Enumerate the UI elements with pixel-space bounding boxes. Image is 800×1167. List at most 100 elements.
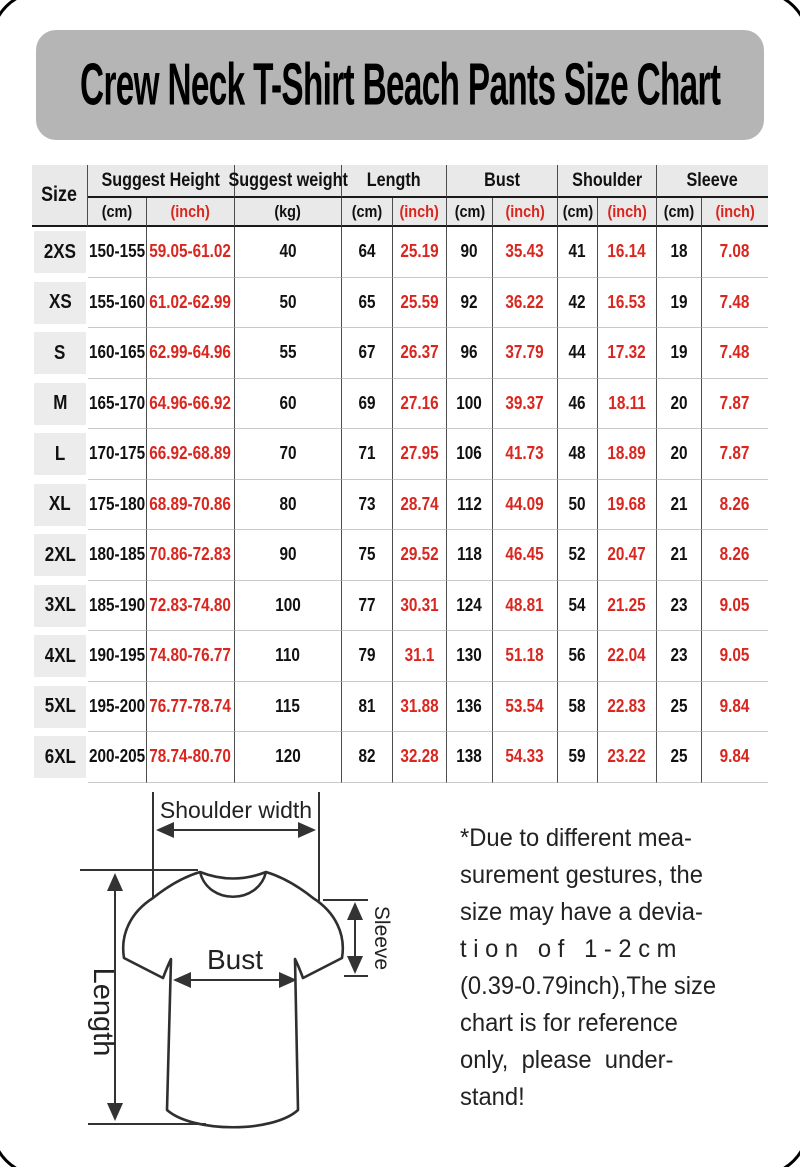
header-sub-3-0-text: (cm) bbox=[454, 201, 485, 221]
cell-bust_inch-text: 44.09 bbox=[505, 493, 545, 514]
cell-shoulder_inch: 16.53 bbox=[598, 277, 657, 328]
cell-bust_inch-text: 35.43 bbox=[505, 241, 545, 262]
cell-bust_cm-text: 136 bbox=[456, 695, 483, 716]
header-sub-4-0-text: (cm) bbox=[562, 201, 593, 221]
measure-arrows bbox=[107, 822, 363, 1121]
cell-shoulder_cm-text: 54 bbox=[568, 594, 587, 615]
cell-height_inch-text: 70.86-72.83 bbox=[149, 544, 232, 565]
cell-sleeve_cm-text: 19 bbox=[670, 342, 688, 363]
cell-height_inch-text: 74.80-76.77 bbox=[149, 645, 232, 666]
cell-sleeve_cm: 23 bbox=[657, 631, 702, 682]
cell-height_cm: 190-195 bbox=[88, 631, 147, 682]
cell-height_cm: 180-185 bbox=[88, 530, 147, 581]
size-chip-text: 2XL bbox=[44, 543, 76, 566]
header-sub-5-1-text: (inch) bbox=[715, 201, 755, 221]
header-sub-0-0: (cm) bbox=[88, 198, 147, 227]
size-chip-text: 2XS bbox=[43, 240, 77, 263]
size-chip: L bbox=[34, 433, 86, 476]
cell-bust_inch-text: 54.33 bbox=[505, 746, 545, 767]
cell-height_cm-text: 175-180 bbox=[88, 493, 146, 514]
collar-curve bbox=[198, 871, 268, 898]
cell-weight_kg: 90 bbox=[235, 530, 342, 581]
cell-sleeve_cm-text: 18 bbox=[670, 241, 688, 262]
cell-length_inch: 27.95 bbox=[393, 429, 447, 480]
cell-height_inch-text: 59.05-61.02 bbox=[149, 241, 232, 262]
cell-weight_kg-text: 50 bbox=[279, 291, 297, 312]
header-sub-5-0-text: (cm) bbox=[663, 201, 695, 221]
cell-shoulder_inch: 21.25 bbox=[598, 580, 657, 631]
cell-sleeve_inch-text: 7.08 bbox=[720, 241, 750, 262]
cell-bust_cm: 124 bbox=[447, 580, 493, 631]
cell-shoulder_inch-text: 20.47 bbox=[607, 544, 647, 565]
cell-weight_kg-text: 70 bbox=[279, 443, 297, 464]
header-sub-0-0-text: (cm) bbox=[101, 201, 133, 221]
cell-length_inch-text: 31.1 bbox=[404, 645, 435, 666]
cell-sleeve_cm: 25 bbox=[657, 681, 702, 732]
header-sub-2-0: (cm) bbox=[342, 198, 393, 227]
cell-height_cm-text: 200-205 bbox=[88, 746, 146, 767]
cell-shoulder_cm: 50 bbox=[558, 479, 598, 530]
cell-height_inch-text: 66.92-68.89 bbox=[149, 443, 232, 464]
cell-length_cm-text: 65 bbox=[358, 291, 376, 312]
header-sub-0-1-text: (inch) bbox=[170, 201, 211, 221]
cell-bust_inch: 37.79 bbox=[493, 328, 558, 379]
cell-shoulder_cm-text: 56 bbox=[568, 645, 587, 666]
header-size-text: Size bbox=[41, 183, 78, 206]
table-row-size: 2XL bbox=[32, 530, 88, 581]
sleeve-label: Sleeve bbox=[370, 906, 393, 970]
cell-shoulder_cm: 56 bbox=[558, 631, 598, 682]
cell-shoulder_inch: 20.47 bbox=[598, 530, 657, 581]
cell-bust_cm: 112 bbox=[447, 479, 493, 530]
cell-height_inch-text: 62.99-64.96 bbox=[149, 342, 232, 363]
cell-weight_kg: 120 bbox=[235, 732, 342, 783]
cell-sleeve_inch: 9.05 bbox=[702, 581, 768, 631]
cell-sleeve_inch-text: 9.84 bbox=[720, 746, 750, 767]
cell-bust_inch: 46.45 bbox=[493, 530, 558, 581]
cell-bust_inch: 36.22 bbox=[493, 277, 558, 328]
cell-sleeve_inch: 7.48 bbox=[702, 328, 768, 379]
cell-bust_cm-text: 96 bbox=[460, 342, 479, 363]
header-sub-2-1-text: (inch) bbox=[399, 201, 440, 221]
cell-bust_inch: 54.33 bbox=[493, 732, 558, 783]
cell-length_inch: 26.37 bbox=[393, 328, 447, 379]
tshirt-measurement-diagram: Shoulder width Length Bust Sleeve bbox=[80, 792, 393, 1129]
cell-height_inch-text: 78.74-80.70 bbox=[149, 746, 232, 767]
cell-height_inch: 76.77-78.74 bbox=[147, 681, 235, 732]
cell-bust_inch-text: 48.81 bbox=[505, 594, 545, 615]
table-row-size: 3XL bbox=[32, 581, 88, 632]
cell-length_cm: 67 bbox=[342, 328, 393, 379]
cell-bust_cm: 106 bbox=[447, 429, 493, 480]
cell-shoulder_cm-text: 50 bbox=[568, 493, 587, 514]
cell-weight_kg-text: 110 bbox=[275, 645, 301, 666]
cell-length_inch: 30.31 bbox=[393, 580, 447, 631]
cell-bust_cm-text: 90 bbox=[460, 241, 479, 262]
tshirt-outline bbox=[121, 870, 345, 1129]
cell-sleeve_inch-text: 7.48 bbox=[720, 291, 750, 312]
cell-shoulder_cm: 44 bbox=[558, 328, 598, 379]
cell-shoulder_inch-text: 19.68 bbox=[607, 493, 647, 514]
cell-length_inch: 25.19 bbox=[393, 227, 447, 278]
header-group-5-text: Sleeve bbox=[686, 169, 739, 191]
cell-sleeve_inch: 9.84 bbox=[702, 732, 768, 783]
cell-length_cm-text: 69 bbox=[358, 392, 376, 413]
cell-bust_inch: 51.18 bbox=[493, 631, 558, 682]
cell-shoulder_inch-text: 16.14 bbox=[607, 241, 647, 262]
size-chip-text: 3XL bbox=[44, 594, 76, 617]
size-chip-text: 4XL bbox=[44, 644, 76, 667]
cell-height_cm-text: 180-185 bbox=[88, 544, 146, 565]
cell-bust_inch: 48.81 bbox=[493, 580, 558, 631]
cell-bust_cm: 118 bbox=[447, 530, 493, 581]
cell-bust_inch: 53.54 bbox=[493, 681, 558, 732]
cell-height_inch: 62.99-64.96 bbox=[147, 328, 235, 379]
size-chip: 4XL bbox=[34, 635, 86, 678]
size-chip-text: L bbox=[54, 442, 66, 465]
cell-sleeve_inch: 8.26 bbox=[702, 480, 768, 530]
table-row-size: L bbox=[32, 429, 88, 480]
cell-length_inch: 25.59 bbox=[393, 277, 447, 328]
size-chip-text: 6XL bbox=[44, 745, 76, 768]
cell-sleeve_inch: 7.87 bbox=[702, 429, 768, 480]
cell-length_inch: 28.74 bbox=[393, 479, 447, 530]
table-row-size: M bbox=[32, 379, 88, 430]
note-line: *Due to different mea- bbox=[460, 824, 692, 852]
cell-weight_kg-text: 90 bbox=[279, 544, 297, 565]
